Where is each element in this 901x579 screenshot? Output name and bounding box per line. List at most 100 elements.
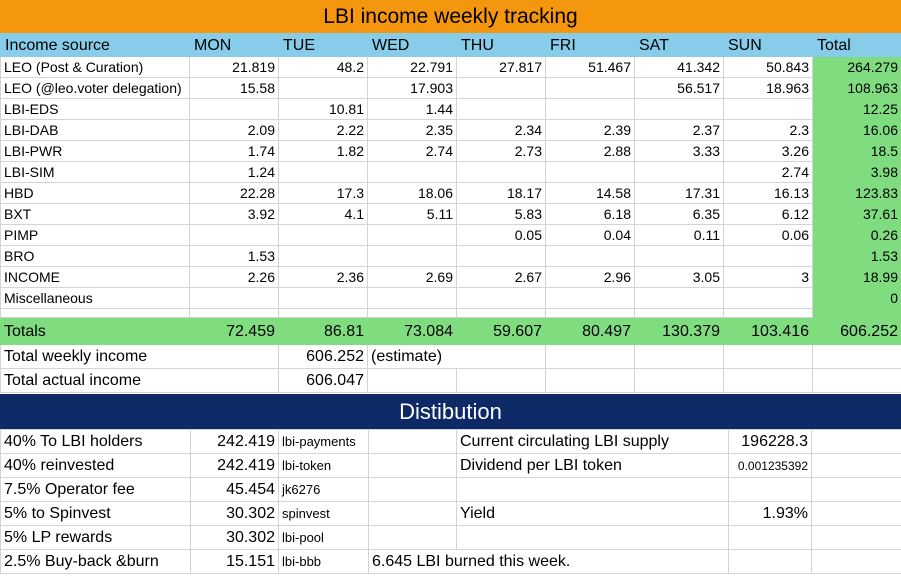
distribution-account[interactable]: spinvest [278, 501, 369, 526]
distribution-account[interactable]: lbi-pool [278, 525, 369, 550]
value-cell[interactable]: 18.963 [723, 77, 813, 99]
value-cell[interactable] [189, 224, 279, 246]
value-cell[interactable] [189, 98, 279, 120]
value-cell[interactable]: 2.09 [189, 119, 279, 141]
income-source-cell[interactable]: INCOME [0, 266, 190, 288]
cell[interactable] [723, 368, 813, 393]
cell[interactable] [811, 453, 901, 478]
value-cell[interactable] [278, 287, 368, 309]
cell[interactable] [367, 308, 457, 318]
value-cell[interactable]: 17.31 [634, 182, 724, 204]
distribution-account[interactable]: lbi-payments [278, 429, 369, 454]
income-source-cell[interactable]: LBI-PWR [0, 140, 190, 162]
cell[interactable] [545, 308, 635, 318]
value-cell[interactable]: 27.817 [456, 56, 546, 78]
cell[interactable] [368, 429, 457, 454]
distribution-amount[interactable]: 15.151 [190, 549, 279, 574]
yield-label[interactable]: Yield [456, 501, 729, 526]
value-cell[interactable] [545, 287, 635, 309]
distribution-amount[interactable]: 242.419 [190, 453, 279, 478]
value-cell[interactable]: 0.04 [545, 224, 635, 246]
value-cell[interactable]: 3 [723, 266, 813, 288]
totals-cell[interactable]: 103.416 [723, 317, 813, 345]
value-cell[interactable]: 5.11 [367, 203, 457, 225]
value-cell[interactable]: 3.05 [634, 266, 724, 288]
cell[interactable] [545, 368, 635, 393]
row-total-cell[interactable]: 12.25 [812, 98, 901, 120]
cell[interactable] [728, 549, 812, 574]
cell[interactable] [367, 368, 457, 393]
value-cell[interactable]: 0.11 [634, 224, 724, 246]
income-source-cell[interactable]: PIMP [0, 224, 190, 246]
value-cell[interactable]: 3.33 [634, 140, 724, 162]
cell[interactable] [812, 344, 901, 369]
value-cell[interactable]: 56.517 [634, 77, 724, 99]
distribution-amount[interactable]: 30.302 [190, 501, 279, 526]
value-cell[interactable] [367, 287, 457, 309]
value-cell[interactable]: 0.05 [456, 224, 546, 246]
value-cell[interactable]: 6.12 [723, 203, 813, 225]
value-cell[interactable]: 41.342 [634, 56, 724, 78]
value-cell[interactable] [634, 287, 724, 309]
cell[interactable] [456, 525, 729, 550]
value-cell[interactable]: 15.58 [189, 77, 279, 99]
cell[interactable] [812, 368, 901, 393]
totals-cell[interactable]: 86.81 [278, 317, 368, 345]
weekly-income-label[interactable]: Total weekly income [0, 344, 279, 369]
cell[interactable] [189, 308, 279, 318]
value-cell[interactable]: 2.67 [456, 266, 546, 288]
value-cell[interactable]: 21.819 [189, 56, 279, 78]
header-cell[interactable]: SUN [723, 33, 813, 57]
value-cell[interactable]: 1.24 [189, 161, 279, 183]
header-cell[interactable]: Income source [0, 33, 190, 57]
distribution-label[interactable]: 2.5% Buy-back &burn [0, 549, 191, 574]
value-cell[interactable]: 5.83 [456, 203, 546, 225]
cell[interactable] [545, 344, 635, 369]
value-cell[interactable]: 14.58 [545, 182, 635, 204]
value-cell[interactable]: 50.843 [723, 56, 813, 78]
actual-income-value[interactable]: 606.047 [278, 368, 368, 393]
value-cell[interactable] [545, 98, 635, 120]
distribution-label[interactable]: 5% to Spinvest [0, 501, 191, 526]
distribution-account[interactable]: lbi-bbb [278, 549, 369, 574]
row-total-cell[interactable]: 0 [812, 287, 901, 309]
supply-label[interactable]: Current circulating LBI supply [456, 429, 729, 454]
value-cell[interactable]: 51.467 [545, 56, 635, 78]
distribution-amount[interactable]: 30.302 [190, 525, 279, 550]
value-cell[interactable]: 2.88 [545, 140, 635, 162]
cell[interactable] [278, 308, 368, 318]
dividend-label[interactable]: Dividend per LBI token [456, 453, 729, 478]
value-cell[interactable]: 0.06 [723, 224, 813, 246]
value-cell[interactable]: 2.69 [367, 266, 457, 288]
yield-value[interactable]: 1.93% [728, 501, 812, 526]
cell[interactable] [368, 501, 457, 526]
value-cell[interactable]: 2.96 [545, 266, 635, 288]
cell[interactable] [811, 525, 901, 550]
distribution-label[interactable]: 5% LP rewards [0, 525, 191, 550]
distribution-label[interactable]: 40% reinvested [0, 453, 191, 478]
distribution-account[interactable]: jk6276 [278, 477, 369, 502]
value-cell[interactable]: 2.74 [723, 161, 813, 183]
cell[interactable] [811, 477, 901, 502]
value-cell[interactable]: 1.74 [189, 140, 279, 162]
row-total-cell[interactable]: 18.99 [812, 266, 901, 288]
cell[interactable] [811, 549, 901, 574]
value-cell[interactable] [278, 245, 368, 267]
value-cell[interactable]: 4.1 [278, 203, 368, 225]
weekly-income-note[interactable]: (estimate) [367, 344, 546, 369]
cell[interactable] [634, 368, 724, 393]
value-cell[interactable] [367, 245, 457, 267]
value-cell[interactable]: 1.44 [367, 98, 457, 120]
value-cell[interactable] [634, 161, 724, 183]
totals-cell[interactable]: 73.084 [367, 317, 457, 345]
header-cell[interactable]: THU [456, 33, 546, 57]
value-cell[interactable]: 22.791 [367, 56, 457, 78]
value-cell[interactable]: 17.903 [367, 77, 457, 99]
distribution-amount[interactable]: 242.419 [190, 429, 279, 454]
row-total-cell[interactable]: 16.06 [812, 119, 901, 141]
totals-cell[interactable]: 72.459 [189, 317, 279, 345]
value-cell[interactable]: 6.35 [634, 203, 724, 225]
value-cell[interactable]: 17.3 [278, 182, 368, 204]
value-cell[interactable] [456, 245, 546, 267]
row-total-cell[interactable]: 18.5 [812, 140, 901, 162]
